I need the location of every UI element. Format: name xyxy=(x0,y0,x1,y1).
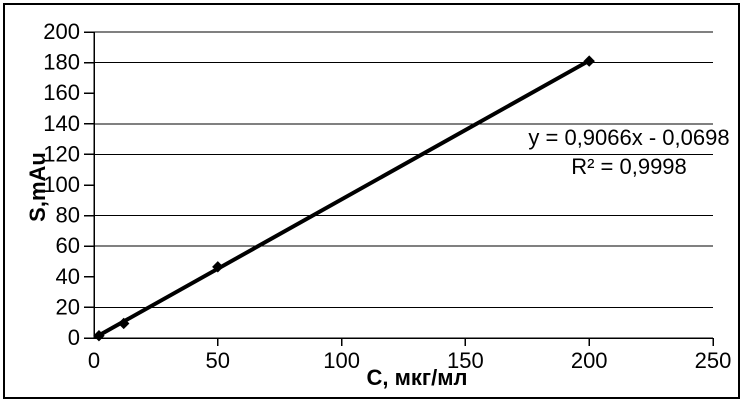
trendline-label: y = 0,9066x - 0,0698 R² = 0,9998 xyxy=(489,123,746,181)
y-tick-label: 180 xyxy=(43,50,80,75)
x-axis-title: C, мкг/мл xyxy=(366,365,468,390)
x-tick-label: 150 xyxy=(447,348,484,373)
y-tick-label: 0 xyxy=(68,325,80,350)
x-tick-label: 50 xyxy=(206,348,230,373)
trendline-r-squared: R² = 0,9998 xyxy=(571,154,687,179)
data-point-marker xyxy=(583,55,595,67)
y-tick-label: 140 xyxy=(43,111,80,136)
y-tick-label: 200 xyxy=(43,19,80,44)
y-tick-label: 120 xyxy=(43,141,80,166)
y-tick-label: 40 xyxy=(56,264,80,289)
x-tick-label: 200 xyxy=(571,348,608,373)
x-tick-label: 250 xyxy=(695,348,732,373)
y-tick-label: 60 xyxy=(56,233,80,258)
figure-border xyxy=(3,3,740,399)
trendline-equation: y = 0,9066x - 0,0698 xyxy=(528,125,730,150)
y-tick-label: 20 xyxy=(56,294,80,319)
y-tick-label: 80 xyxy=(56,203,80,228)
data-point-marker xyxy=(212,261,224,273)
y-tick-label: 160 xyxy=(43,80,80,105)
data-point-marker xyxy=(118,317,130,330)
data-point-marker xyxy=(93,330,105,342)
x-tick-label: 100 xyxy=(323,348,360,373)
x-tick-label: 0 xyxy=(88,348,100,373)
y-tick-label: 100 xyxy=(43,172,80,197)
y-axis-title: S,mAu xyxy=(25,152,50,222)
trendline xyxy=(97,58,591,338)
